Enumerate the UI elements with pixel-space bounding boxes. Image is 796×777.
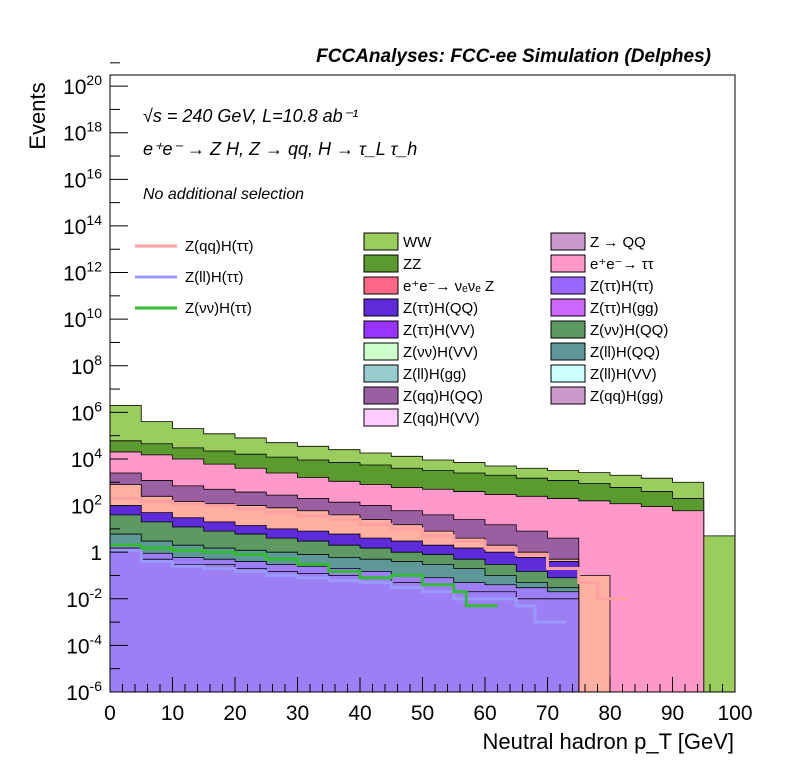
legend: Z(qq)H(ττ) Z(ll)H(ττ) Z(νν)H(ττ) WW Z → QQ ZZ… xyxy=(135,232,668,427)
legend-box-swatch xyxy=(550,232,586,251)
legend-box-label: Z(qq)H(gg) xyxy=(590,388,663,405)
legend-line-label: Z(qq)H(ττ) xyxy=(185,238,254,255)
legend-box-label: Z → QQ xyxy=(590,234,646,251)
legend-box-swatch xyxy=(550,276,586,295)
legend-box-label: Z(νν)H(VV) xyxy=(403,344,478,361)
legend-box-swatch xyxy=(363,364,399,383)
legend-box-swatch xyxy=(363,386,399,405)
legend-box-swatch xyxy=(363,408,399,427)
y-tick-label: 1014 xyxy=(63,212,102,239)
line-series-0 xyxy=(110,497,629,601)
y-tick-label: 1010 xyxy=(63,305,102,332)
legend-box-swatch xyxy=(363,298,399,317)
x-axis-label: Neutral hadron p_T [GeV] xyxy=(482,729,734,754)
x-tick-label: 0 xyxy=(104,702,116,725)
legend-box-label: Z(ll)H(QQ) xyxy=(590,344,660,361)
legend-box-label: Z(ll)H(gg) xyxy=(403,366,466,383)
legend-box-label: Z(ττ)H(ττ) xyxy=(590,278,654,295)
y-tick-label: 10-6 xyxy=(66,678,102,705)
x-tick-label: 90 xyxy=(661,702,684,725)
x-tick-label: 60 xyxy=(473,702,496,725)
x-tick-label: 10 xyxy=(161,702,184,725)
y-tick-label: 108 xyxy=(71,352,102,379)
line-series-2 xyxy=(110,543,498,608)
legend-box-label: Z(νν)H(QQ) xyxy=(590,322,668,339)
chart-title: FCCAnalyses: FCC-ee Simulation (Delphes) xyxy=(316,46,711,67)
y-tick-label: 102 xyxy=(71,492,102,519)
y-tick-label: 1018 xyxy=(63,119,102,146)
legend-box-label: Z(ττ)H(QQ) xyxy=(403,300,478,317)
annotation-energy: √s = 240 GeV, L=10.8 ab⁻¹ xyxy=(143,106,358,126)
legend-box-swatch xyxy=(363,342,399,361)
legend-box-swatch xyxy=(363,276,399,295)
annotation-process: e⁺e⁻ → Z H, Z → qq, H → τ_L τ_h xyxy=(143,139,417,159)
legend-box-swatch xyxy=(550,298,586,317)
legend-box-label: Z(qq)H(QQ) xyxy=(403,388,483,405)
legend-box-label: e⁺e⁻→ νₑνₑ Z xyxy=(403,278,494,295)
legend-box-swatch xyxy=(363,320,399,339)
legend-box-swatch xyxy=(550,364,586,383)
y-tick-label: 10-2 xyxy=(66,585,102,612)
y-tick-label: 1012 xyxy=(63,259,102,286)
axis-ticks: 0 10 20 30 40 50 60 70 80 90 10010-610-410-2110210… xyxy=(63,62,753,725)
legend-box-swatch xyxy=(363,254,399,273)
annotation-selection: No additional selection xyxy=(143,186,304,203)
legend-box-swatch xyxy=(363,232,399,251)
y-tick-label: 106 xyxy=(71,398,102,425)
x-tick-label: 30 xyxy=(286,702,309,725)
legend-line-label: Z(ll)H(ττ) xyxy=(185,269,244,286)
legend-box-label: Z(ll)H(VV) xyxy=(590,366,657,383)
legend-box-label: Z(ττ)H(VV) xyxy=(403,322,475,339)
x-tick-label: 100 xyxy=(717,702,752,725)
legend-box-swatch xyxy=(550,320,586,339)
y-tick-label: 1 xyxy=(90,542,102,565)
y-axis-label: Events xyxy=(25,82,50,149)
y-tick-label: 1020 xyxy=(63,72,102,99)
x-tick-label: 40 xyxy=(348,702,371,725)
legend-box-label: e⁺e⁻→ ττ xyxy=(590,256,654,273)
x-tick-label: 20 xyxy=(223,702,246,725)
legend-box-label: Z(qq)H(VV) xyxy=(403,410,480,427)
y-tick-label: 104 xyxy=(71,445,102,472)
legend-line-label: Z(νν)H(ττ) xyxy=(185,300,252,317)
legend-box-label: WW xyxy=(403,234,432,251)
x-tick-label: 70 xyxy=(536,702,559,725)
line-series-1 xyxy=(110,548,567,624)
overlay-lines xyxy=(110,497,629,624)
legend-box-swatch xyxy=(550,342,586,361)
legend-box-label: Z(ττ)H(gg) xyxy=(590,300,659,317)
x-tick-label: 80 xyxy=(598,702,621,725)
y-tick-label: 1016 xyxy=(63,165,102,192)
legend-box-swatch xyxy=(550,386,586,405)
x-tick-label: 50 xyxy=(411,702,434,725)
legend-box-swatch xyxy=(550,254,586,273)
y-tick-label: 10-4 xyxy=(66,631,102,658)
legend-box-label: ZZ xyxy=(403,256,421,273)
